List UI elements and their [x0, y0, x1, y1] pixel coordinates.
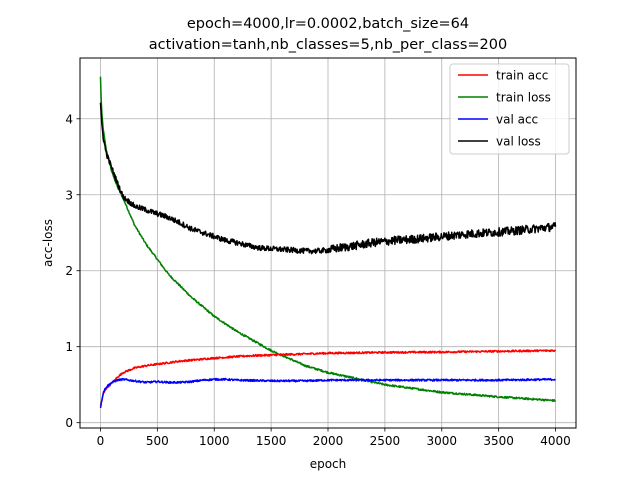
y-tick-label: 1	[65, 340, 73, 354]
legend: train acc train loss val acc val loss	[449, 63, 570, 155]
y-tick-label: 4	[65, 112, 73, 126]
legend-label-val-acc: val acc	[496, 113, 538, 127]
x-axis-ticks: 0 500 1000 1500 2000 2500 3000 3500 4000	[97, 428, 571, 448]
y-tick-label: 0	[65, 416, 73, 430]
legend-label-train-acc: train acc	[496, 69, 548, 83]
series-line-train-loss	[99, 76, 556, 402]
x-tick-label: 1500	[256, 434, 287, 448]
x-tick-label: 3000	[426, 434, 457, 448]
chart-title-line-1: epoch=4000,lr=0.0002,batch_size=64	[187, 16, 469, 32]
plot-area-frame	[79, 57, 577, 429]
series-line-train-acc	[99, 349, 557, 406]
y-tick-label: 3	[65, 188, 73, 202]
x-axis-label: epoch	[310, 457, 347, 471]
legend-label-train-loss: train loss	[496, 91, 551, 105]
y-axis-label: acc-loss	[41, 219, 55, 267]
x-tick-label: 2000	[313, 434, 344, 448]
x-tick-label: 3500	[483, 434, 514, 448]
series-lines	[99, 76, 557, 409]
legend-label-val-loss: val loss	[496, 135, 541, 149]
y-axis-ticks: 0 1 2 3 4	[65, 112, 80, 430]
x-tick-label: 4000	[540, 434, 571, 448]
series-line-val-loss	[99, 102, 557, 255]
x-tick-label: 2500	[370, 434, 401, 448]
series-line-val-acc	[99, 377, 556, 409]
x-tick-label: 500	[146, 434, 169, 448]
chart-title-line-2: activation=tanh,nb_classes=5,nb_per_clas…	[149, 37, 507, 53]
legend-box	[449, 63, 570, 155]
x-tick-label: 1000	[199, 434, 230, 448]
y-tick-label: 2	[65, 264, 73, 278]
x-tick-label: 0	[97, 434, 105, 448]
